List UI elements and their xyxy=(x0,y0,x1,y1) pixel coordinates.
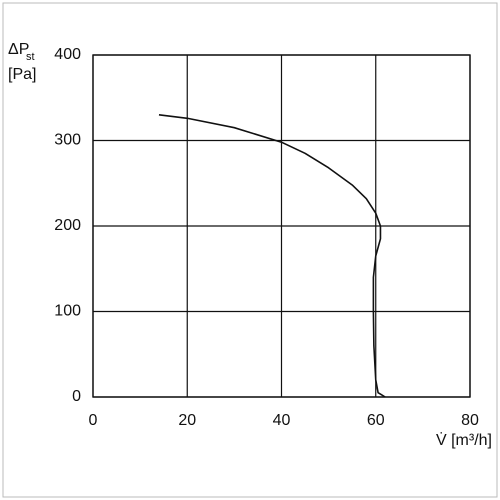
y-axis-unit: [Pa] xyxy=(8,66,36,83)
y-tick-label: 400 xyxy=(54,46,81,63)
y-tick-label: 200 xyxy=(54,217,81,234)
x-tick-label: 60 xyxy=(367,412,385,429)
y-axis-label: ΔP xyxy=(8,41,29,58)
y-tick-label: 300 xyxy=(54,132,81,149)
curve xyxy=(158,114,386,398)
x-tick-label: 40 xyxy=(273,412,291,429)
x-tick-label: 80 xyxy=(461,412,479,429)
plot-frame xyxy=(92,54,471,398)
y-tick-label: 100 xyxy=(54,303,81,320)
x-tick-label: 20 xyxy=(178,412,196,429)
x-tick-label: 0 xyxy=(89,412,98,429)
y-tick-label: 0 xyxy=(72,388,81,405)
y-axis-label-subscript: st xyxy=(26,51,35,63)
x-axis-label: V̇ [m³/h] xyxy=(436,431,492,449)
